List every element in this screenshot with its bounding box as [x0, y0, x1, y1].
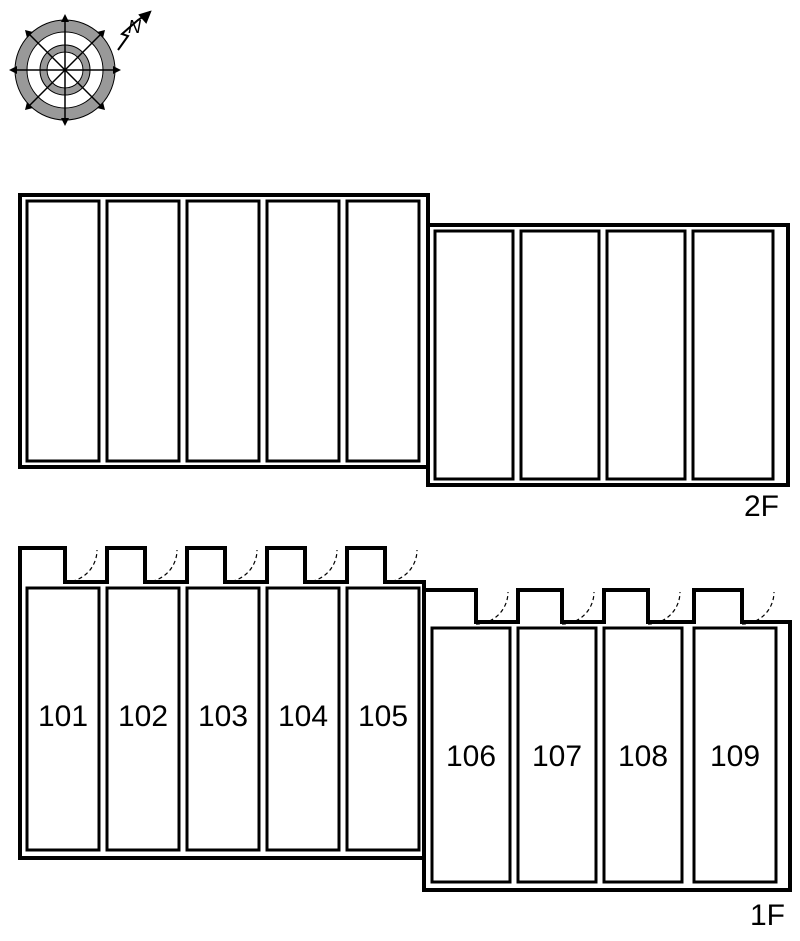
floor-label-2f: 2F	[744, 490, 779, 524]
unit-label-102: 102	[107, 700, 179, 734]
unit-label-104: 104	[267, 700, 339, 734]
unit-label-109: 109	[694, 740, 776, 774]
floor-label-1f: 1F	[750, 899, 785, 933]
unit-label-105: 105	[347, 700, 419, 734]
unit-label-101: 101	[27, 700, 99, 734]
unit-label-106: 106	[432, 740, 510, 774]
floor-plan	[0, 0, 800, 941]
unit-label-108: 108	[604, 740, 682, 774]
unit-label-107: 107	[518, 740, 596, 774]
unit-label-103: 103	[187, 700, 259, 734]
